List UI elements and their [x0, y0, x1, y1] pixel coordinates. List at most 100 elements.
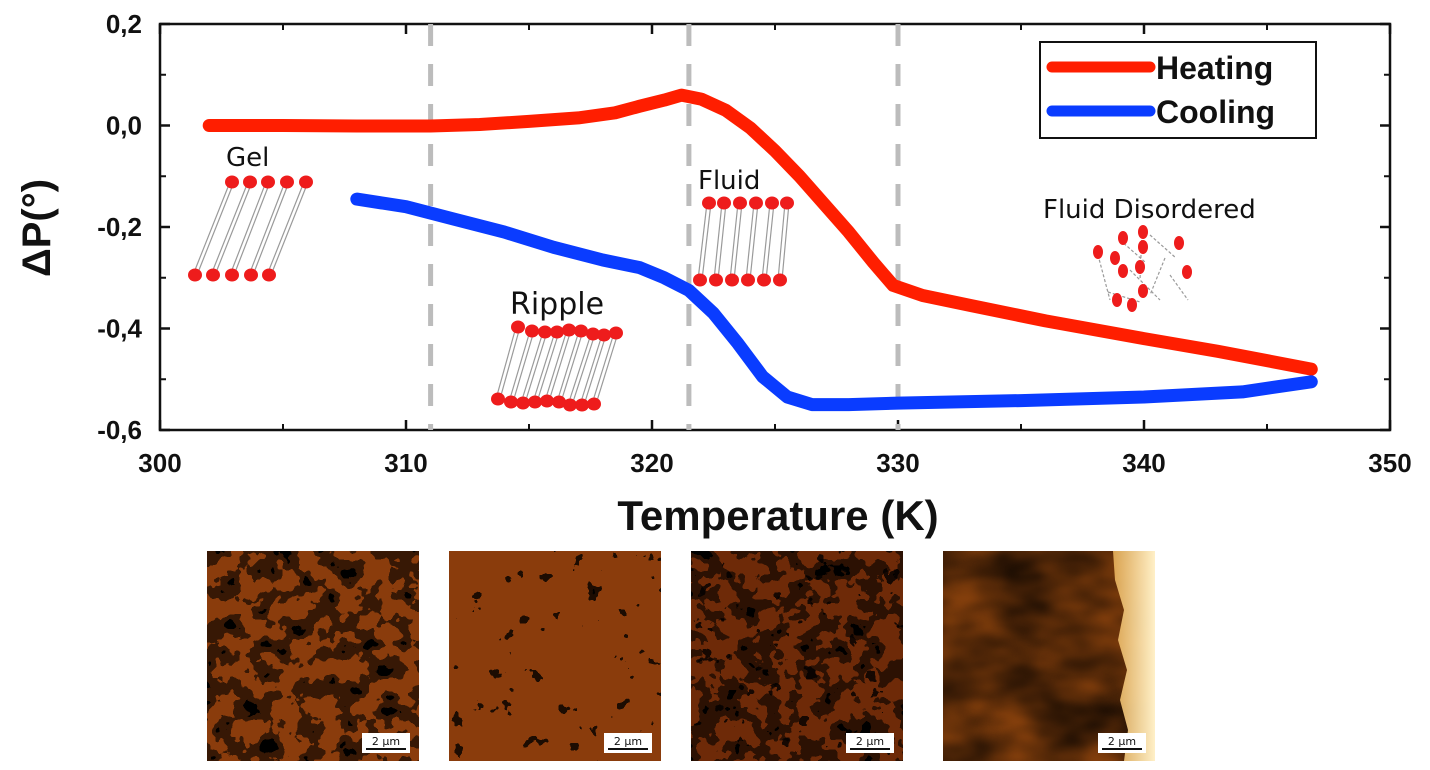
lipid-tail — [536, 331, 560, 403]
lipid-head — [262, 268, 276, 282]
lipid-tail — [524, 331, 548, 404]
lipid-head — [773, 273, 787, 287]
lipid-tail — [765, 202, 775, 281]
lipid-ripple-icon — [491, 320, 623, 412]
y-tick-label: -0,6 — [97, 415, 142, 445]
lipid-head — [504, 395, 518, 409]
lipid-head — [587, 397, 601, 411]
lipid-head — [1138, 225, 1148, 239]
x-tick-label: 330 — [876, 448, 919, 478]
lipid-head — [225, 175, 239, 189]
lipid-head — [741, 273, 755, 287]
afm-image-fluid-disordered: 2 µm — [943, 551, 1155, 761]
lipid-tail — [508, 330, 531, 403]
x-axis-title: Temperature (K) — [617, 492, 938, 539]
lipid-tail — [781, 202, 790, 281]
lipid-tail — [579, 334, 603, 406]
lipid-head — [244, 268, 258, 282]
lipid-tail — [591, 332, 615, 405]
lipid-tail — [571, 333, 596, 406]
series-line-cooling — [350, 192, 1318, 412]
lipid-fluid-disordered-icon — [1093, 225, 1192, 312]
lipid-head — [261, 175, 275, 189]
scale-bar-label: 2 µm — [372, 735, 400, 748]
data-series — [202, 88, 1318, 412]
afm-image-fluid: 2 µm — [691, 551, 903, 761]
lipid-head — [1118, 264, 1128, 278]
y-tick-label: 0,2 — [106, 9, 142, 39]
lipid-tail — [595, 332, 619, 405]
lipid-tail — [266, 181, 305, 276]
lipid-head — [609, 326, 623, 340]
annotation-fluid: Fluid — [698, 166, 760, 196]
lipid-head — [299, 175, 313, 189]
y-tick-label: -0,4 — [97, 314, 142, 344]
x-tick-label: 300 — [138, 448, 181, 478]
lipid-tail — [499, 326, 521, 400]
lipid-tail — [1169, 274, 1189, 301]
y-tick-label: 0,0 — [106, 111, 142, 141]
lipid-head — [575, 398, 589, 412]
scale-bar-label: 2 µm — [856, 735, 884, 748]
lipid-tail — [733, 202, 743, 281]
lipid-head — [511, 320, 525, 334]
lipid-head — [525, 324, 539, 338]
lipid-head — [563, 398, 577, 412]
annotation-gel: Gel — [226, 143, 269, 173]
annotation-fluid-disordered: Fluid Disordered — [1043, 195, 1256, 225]
legend: Heating Cooling — [1039, 41, 1317, 139]
lipid-tail — [729, 202, 739, 281]
lipid-tail — [512, 330, 535, 403]
lipid-tail — [1149, 234, 1177, 259]
lipid-tail — [544, 329, 568, 402]
x-tick-label: 350 — [1368, 448, 1411, 478]
lipid-tail — [248, 181, 286, 276]
x-tick-labels: 300 310 320 330 340 350 — [138, 448, 1411, 478]
lipid-head — [1118, 231, 1128, 245]
x-tick-label: 320 — [630, 448, 673, 478]
lipid-head — [188, 268, 202, 282]
lipid-tail — [697, 202, 708, 281]
lipid-head — [733, 196, 747, 210]
lipid-head — [1112, 293, 1122, 307]
lipid-tail — [214, 181, 253, 276]
lipid-tail — [210, 181, 249, 276]
lipid-tail — [548, 329, 572, 402]
lipid-tail — [567, 333, 592, 406]
series-line-heating — [202, 88, 1318, 376]
lipid-tail — [196, 181, 235, 276]
phase-transition-lines — [428, 24, 901, 430]
afm-image-gel: 2 µm — [207, 551, 419, 761]
lipid-head — [1110, 251, 1120, 265]
lipid-head — [1127, 298, 1137, 312]
lipid-tail — [233, 181, 271, 276]
lipid-tail — [495, 326, 517, 400]
lipid-tail — [701, 202, 712, 281]
lipid-tail — [713, 202, 723, 281]
lipid-tail — [192, 181, 231, 276]
lipid-head — [725, 273, 739, 287]
lipid-head — [1174, 236, 1184, 250]
lipid-tail — [745, 202, 755, 281]
lipid-head — [717, 196, 731, 210]
lipid-head — [538, 325, 552, 339]
lipid-head — [574, 324, 588, 338]
lipid-gel-icon — [188, 175, 313, 282]
scale-bar-label: 2 µm — [614, 735, 642, 748]
lipid-tail — [749, 202, 759, 281]
lipid-fluid-icon — [693, 196, 794, 287]
lipid-head — [528, 395, 542, 409]
y-tick-labels: 0,2 0,0 -0,2 -0,4 -0,6 — [97, 9, 142, 445]
y-tick-label: -0,2 — [97, 212, 142, 242]
lipid-tail — [532, 331, 556, 403]
lipid-head — [491, 392, 505, 406]
lipid-tail — [1149, 257, 1166, 296]
lipid-head — [540, 394, 554, 408]
legend-label-heating: Heating — [1156, 50, 1273, 86]
lipid-head — [243, 175, 257, 189]
afm-image-ripple: 2 µm — [449, 551, 661, 761]
lipid-head — [597, 328, 611, 342]
lipid-head — [1135, 260, 1145, 274]
lipid-head — [225, 268, 239, 282]
scale-bar-label: 2 µm — [1108, 735, 1136, 748]
